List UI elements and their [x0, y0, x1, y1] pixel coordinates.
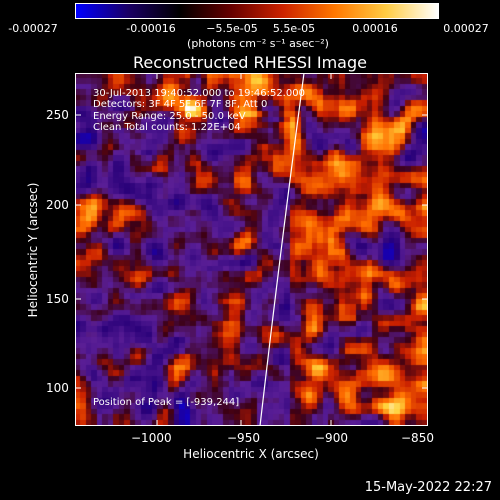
detectors-label: Detectors: 3F 4F 5F 6F 7F 8F, Att 0 — [93, 99, 268, 110]
time-range-label: 30-Jul-2013 19:40:52.000 to 19:46:52.000 — [93, 88, 305, 99]
colorbar-tick-label: -0.00027 — [8, 22, 58, 35]
x-tick-label: −950 — [227, 431, 260, 445]
x-tick-label: −850 — [401, 431, 434, 445]
colorbar — [75, 3, 439, 19]
timestamp: 15-May-2022 22:27 — [364, 480, 492, 495]
y-axis-label: Heliocentric Y (arcsec) — [26, 182, 40, 318]
colorbar-units-label: (photons cm⁻² s⁻¹ asec⁻²) — [187, 37, 329, 50]
rhessi-image-canvas — [75, 73, 428, 426]
limb-curve — [259, 73, 305, 426]
colorbar-tick-label: 0.00027 — [443, 22, 489, 35]
y-tick-label: 150 — [46, 292, 69, 306]
x-tick-label: −900 — [315, 431, 348, 445]
axis-ticks — [75, 73, 428, 426]
image-plot — [75, 73, 428, 426]
plot-title: Reconstructed RHESSI Image — [133, 53, 367, 72]
energy-range-label: Energy Range: 25.0 - 50.0 keV — [93, 111, 246, 122]
colorbar-tick-label: 5.5e-05 — [272, 22, 316, 35]
peak-position-label: Position of Peak = [-939,244] — [93, 397, 240, 408]
colorbar-tick-label: −5.5e-05 — [206, 22, 258, 35]
y-tick-label: 250 — [46, 108, 69, 122]
x-tick-label: −1000 — [131, 431, 172, 445]
solar-limb-line — [259, 73, 305, 426]
x-axis-label: Heliocentric X (arcsec) — [183, 447, 319, 461]
y-tick-label: 100 — [46, 381, 69, 395]
colorbar-tick-label: 0.00016 — [352, 22, 398, 35]
colorbar-tick-label: -0.00016 — [126, 22, 176, 35]
y-tick-label: 200 — [46, 198, 69, 212]
total-counts-label: Clean Total counts: 1.22E+04 — [93, 122, 241, 133]
